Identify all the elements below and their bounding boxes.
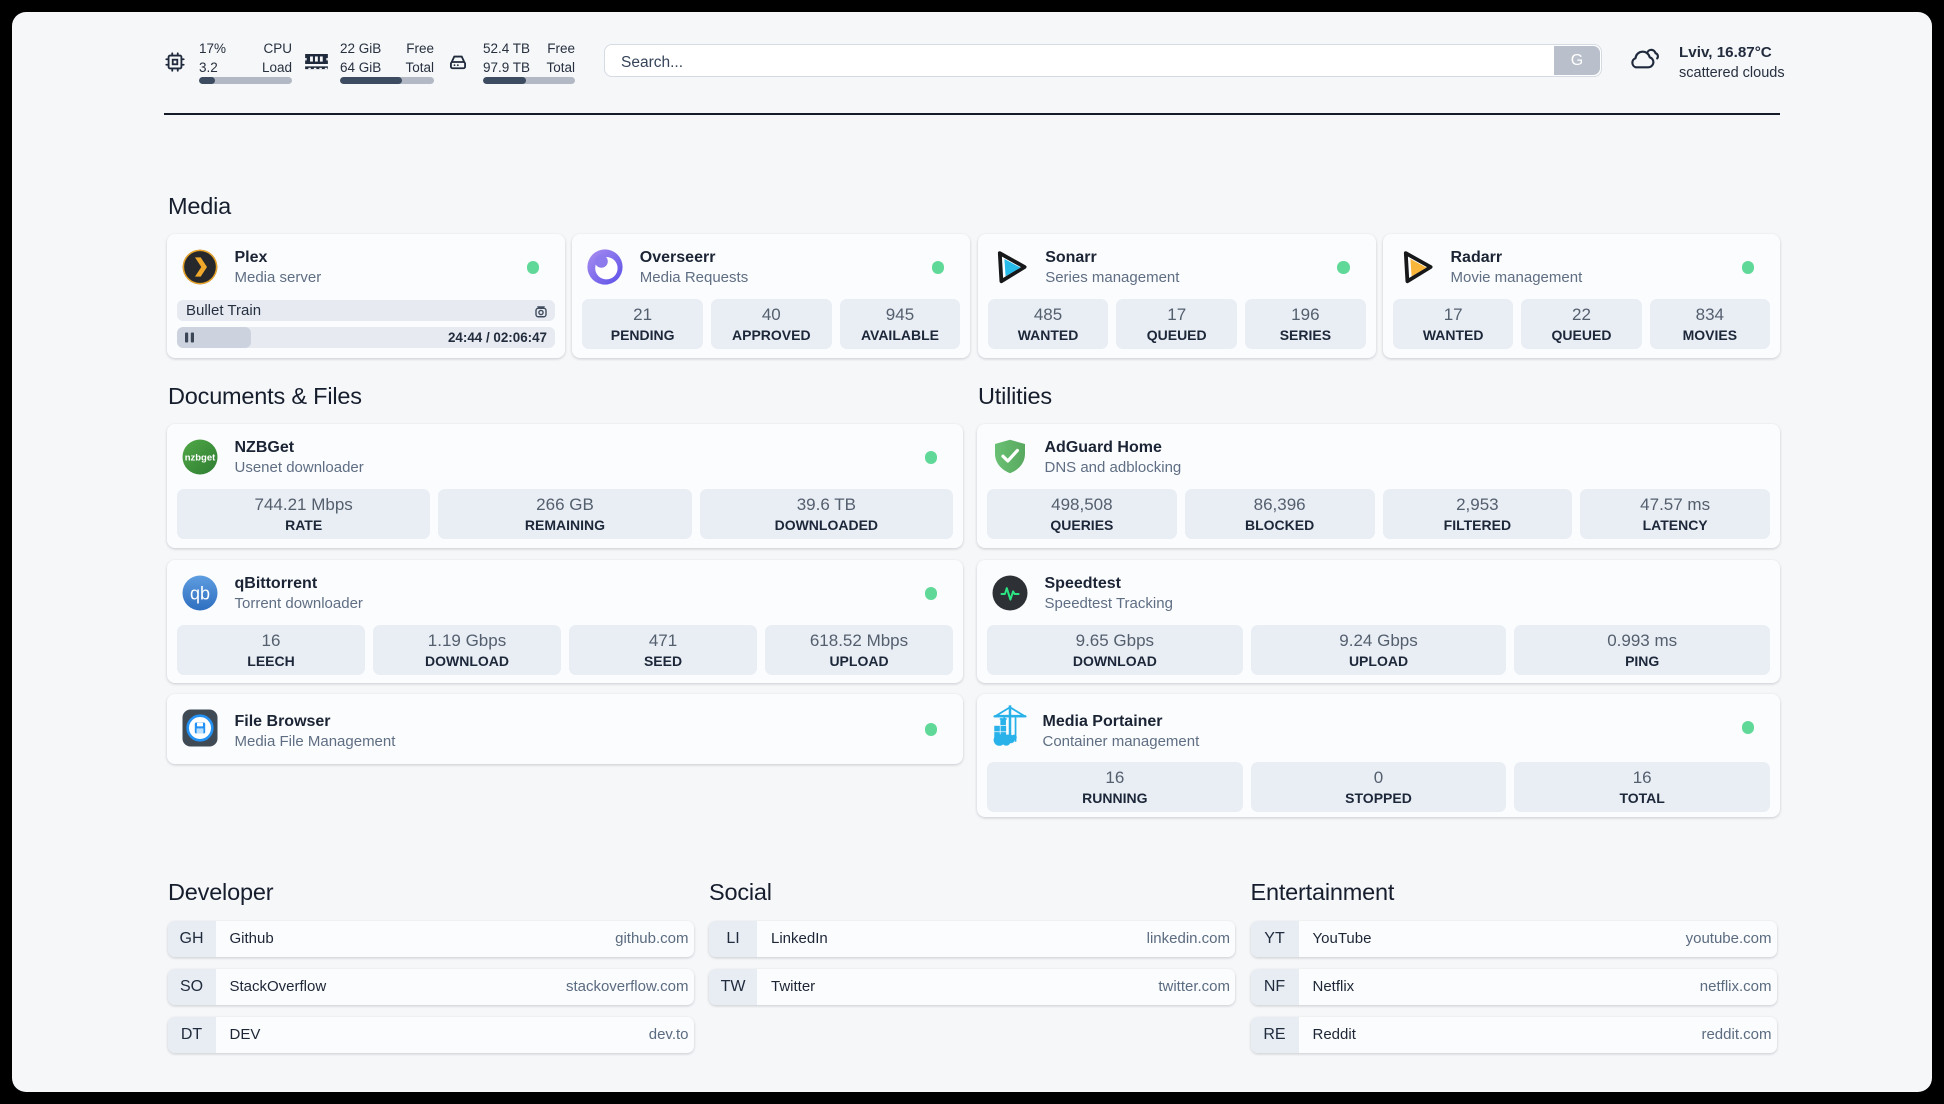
svg-text:qb: qb [189, 584, 209, 604]
svg-text:nzbget: nzbget [184, 453, 215, 464]
